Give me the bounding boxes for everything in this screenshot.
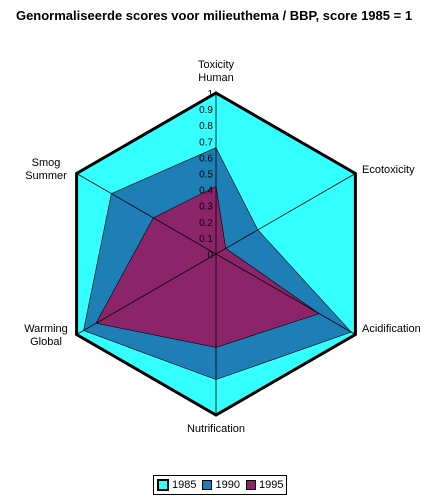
radar-grid xyxy=(76,93,356,415)
legend-swatch xyxy=(157,479,169,491)
tick-label: 0.6 xyxy=(199,153,213,164)
tick-label: 0 xyxy=(207,250,213,261)
legend-label: 1990 xyxy=(215,479,240,491)
legend-label: 1985 xyxy=(172,479,197,491)
axis-label: Nutrification xyxy=(187,423,245,435)
tick-label: 1 xyxy=(207,89,213,100)
axis-label: Ecotoxicity xyxy=(362,164,415,176)
tick-label: 0.8 xyxy=(199,121,213,132)
tick-label: 0.7 xyxy=(199,137,213,148)
legend-swatch xyxy=(202,480,213,490)
axis-spoke xyxy=(215,173,356,255)
tick-label: 0.4 xyxy=(199,186,213,197)
legend: 1985 1990 1995 xyxy=(153,475,288,495)
tick-label: 0.9 xyxy=(199,105,213,116)
legend-swatch xyxy=(245,480,256,490)
tick-label: 0.3 xyxy=(199,202,213,213)
legend-item-1995: 1995 xyxy=(245,479,284,491)
axis-label: Warming Global xyxy=(24,323,68,348)
legend-item-1985: 1985 xyxy=(157,479,196,491)
tick-label: 0.2 xyxy=(199,218,213,229)
tick-label: 0.5 xyxy=(199,170,213,181)
axis-label: Toxicity Human xyxy=(198,59,235,84)
axis-spoke xyxy=(215,253,356,335)
tick-label: 0.1 xyxy=(199,234,213,245)
tick-labels: 0 0.1 0.2 0.3 0.4 0.5 0.6 0.7 0.8 0.9 1 xyxy=(199,89,213,261)
chart-title: Genormaliseerde scores voor milieuthema … xyxy=(15,8,413,23)
legend-label: 1995 xyxy=(258,479,284,491)
axis-labels: Toxicity Human Ecotoxicity Acidification Nut… xyxy=(24,59,421,435)
axis-label: Acidification xyxy=(362,323,421,335)
axis-label: Smog Summer xyxy=(25,157,67,182)
axis-spoke xyxy=(76,173,217,255)
legend-item-1990: 1990 xyxy=(202,479,240,491)
axis-spoke xyxy=(76,253,217,335)
